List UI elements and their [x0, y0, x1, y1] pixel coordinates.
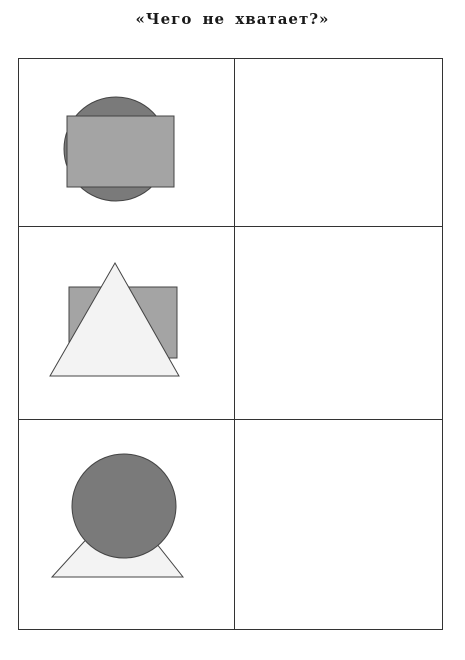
row-3-figure: [50, 453, 185, 578]
row-2-answer-cell[interactable]: [235, 227, 442, 419]
page-title: «Чего не хватает?»: [135, 10, 330, 28]
grid-horizontal-divider: [19, 226, 442, 227]
row-2-figure-cell: [19, 227, 234, 419]
row-1-figure-cell: [19, 59, 234, 226]
row-1-figure: [63, 96, 175, 202]
row-3-answer-cell[interactable]: [235, 420, 442, 629]
circle-shape: [71, 453, 177, 559]
row-3-figure-cell: [19, 420, 234, 629]
rectangle-shape: [66, 115, 175, 188]
row-2-figure: [49, 261, 180, 377]
puzzle-grid: [18, 58, 443, 630]
triangle-shape: [49, 261, 180, 377]
grid-horizontal-divider: [19, 419, 442, 420]
row-1-answer-cell[interactable]: [235, 59, 442, 226]
grid-vertical-divider: [234, 59, 235, 629]
